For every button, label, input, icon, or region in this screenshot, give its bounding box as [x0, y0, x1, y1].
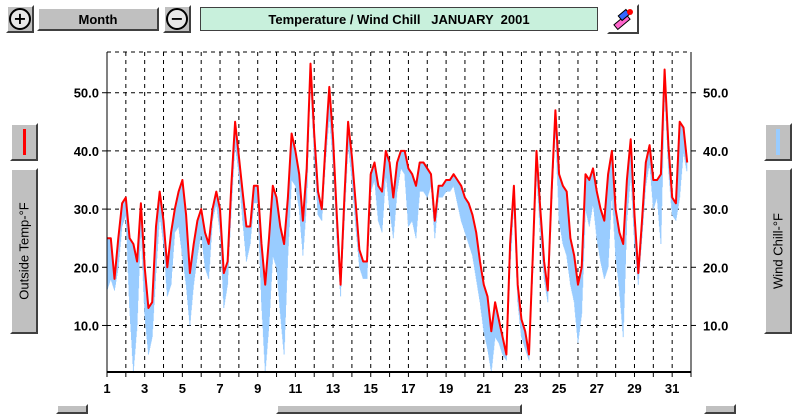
right-y-tick-label: 30.0	[703, 202, 728, 217]
x-tick-label: 1	[103, 381, 110, 396]
wind-chill-series-swatch-button[interactable]	[764, 123, 792, 161]
x-tick-label: 11	[289, 381, 303, 396]
outside-temp-series	[107, 62, 689, 356]
x-tick-label: 19	[439, 381, 453, 396]
x-tick-label: 7	[216, 381, 223, 396]
left-y-tick-label: 10.0	[74, 318, 99, 333]
x-tick-label: 3	[141, 381, 148, 396]
x-tick-label: 21	[477, 381, 491, 396]
scroll-left-button[interactable]	[56, 404, 88, 414]
period-selector-label: Month	[78, 11, 118, 27]
wind-chill-series-swatch	[776, 129, 780, 155]
left-y-tick-label: 50.0	[74, 86, 99, 101]
zoom-out-icon: −	[166, 8, 188, 30]
left-y-tick-label: 30.0	[74, 202, 99, 217]
right-y-tick-label: 10.0	[703, 318, 728, 333]
temp-series-swatch	[22, 129, 26, 155]
period-selector-button[interactable]: Month	[37, 7, 159, 31]
right-y-tick-label: 20.0	[703, 260, 728, 275]
x-tick-label: 27	[590, 381, 604, 396]
scroll-track[interactable]	[276, 404, 522, 414]
chart-title: Temperature / Wind Chill JANUARY 2001	[200, 7, 598, 31]
left-y-tick-label: 40.0	[74, 144, 99, 159]
zoom-in-button[interactable]: +	[6, 5, 34, 33]
scroll-right-button[interactable]	[704, 404, 736, 414]
paint-eraser-icon	[613, 8, 633, 31]
zoom-in-icon: +	[9, 8, 31, 30]
right-y-tick-label: 40.0	[703, 144, 728, 159]
left-axis-label-button[interactable]: Outside Temp-°F	[10, 168, 38, 334]
x-tick-label: 15	[364, 381, 378, 396]
right-y-tick-label: 50.0	[703, 86, 728, 101]
temp-series-swatch-button[interactable]	[10, 123, 38, 161]
clear-paint-button[interactable]	[607, 4, 639, 34]
x-tick-label: 29	[627, 381, 641, 396]
x-tick-label: 25	[552, 381, 566, 396]
left-y-tick-label: 20.0	[74, 260, 99, 275]
x-tick-label: 9	[254, 381, 261, 396]
x-tick-label: 17	[401, 381, 415, 396]
right-axis-label-button[interactable]: Wind Chill-°F	[764, 168, 792, 334]
zoom-out-button[interactable]: −	[163, 5, 191, 33]
x-tick-label: 13	[326, 381, 340, 396]
x-tick-label: 23	[514, 381, 528, 396]
x-tick-label: 31	[665, 381, 679, 396]
x-tick-label: 5	[179, 381, 186, 396]
